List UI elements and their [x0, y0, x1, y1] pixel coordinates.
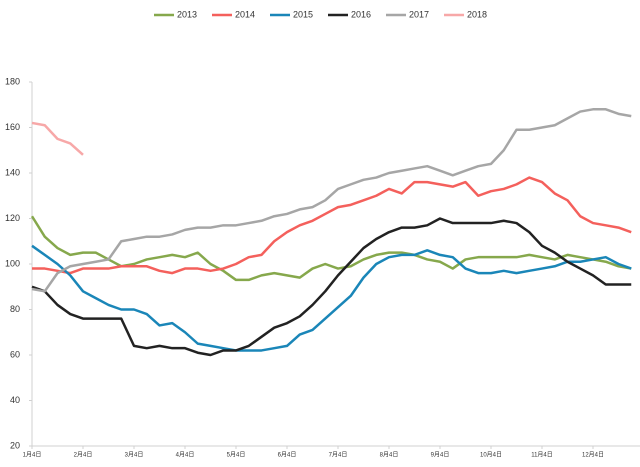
x-tick-label: 5月4日 — [227, 452, 246, 459]
y-tick-label: 180 — [5, 76, 20, 86]
line-series — [31, 121, 84, 156]
x-tick-label: 3月4日 — [125, 452, 144, 459]
y-tick-label: 40 — [10, 395, 20, 405]
x-tick-label: 4月4日 — [176, 452, 195, 459]
legend-label: 2018 — [467, 9, 487, 19]
line-series — [31, 108, 632, 293]
y-tick-label: 140 — [5, 167, 20, 177]
x-tick-label: 6月4日 — [278, 452, 297, 459]
x-tick-label: 7月4日 — [329, 452, 348, 459]
x-tick-label: 10月4日 — [480, 452, 502, 459]
x-tick-label: 9月4日 — [431, 452, 450, 459]
legend-label: 2016 — [351, 9, 371, 19]
legend-label: 2013 — [177, 9, 197, 19]
x-tick-label: 1月4日 — [23, 452, 42, 459]
y-tick-label: 20 — [10, 440, 20, 450]
y-tick-label: 60 — [10, 349, 20, 359]
legend-label: 2015 — [293, 9, 313, 19]
y-tick-label: 160 — [5, 122, 20, 132]
x-tick-label: 11月4日 — [531, 452, 553, 459]
line-series — [31, 217, 632, 357]
y-tick-label: 100 — [5, 258, 20, 268]
legend-label: 2017 — [409, 9, 429, 19]
line-series — [31, 244, 632, 352]
legend-label: 2014 — [235, 9, 255, 19]
line-series — [32, 176, 632, 275]
y-tick-label: 120 — [5, 213, 20, 223]
x-tick-label: 12月4日 — [582, 452, 604, 459]
x-tick-label: 2月4日 — [74, 452, 93, 459]
line-series — [30, 215, 632, 282]
x-tick-label: 8月4日 — [380, 452, 399, 459]
y-tick-label: 80 — [10, 304, 20, 314]
